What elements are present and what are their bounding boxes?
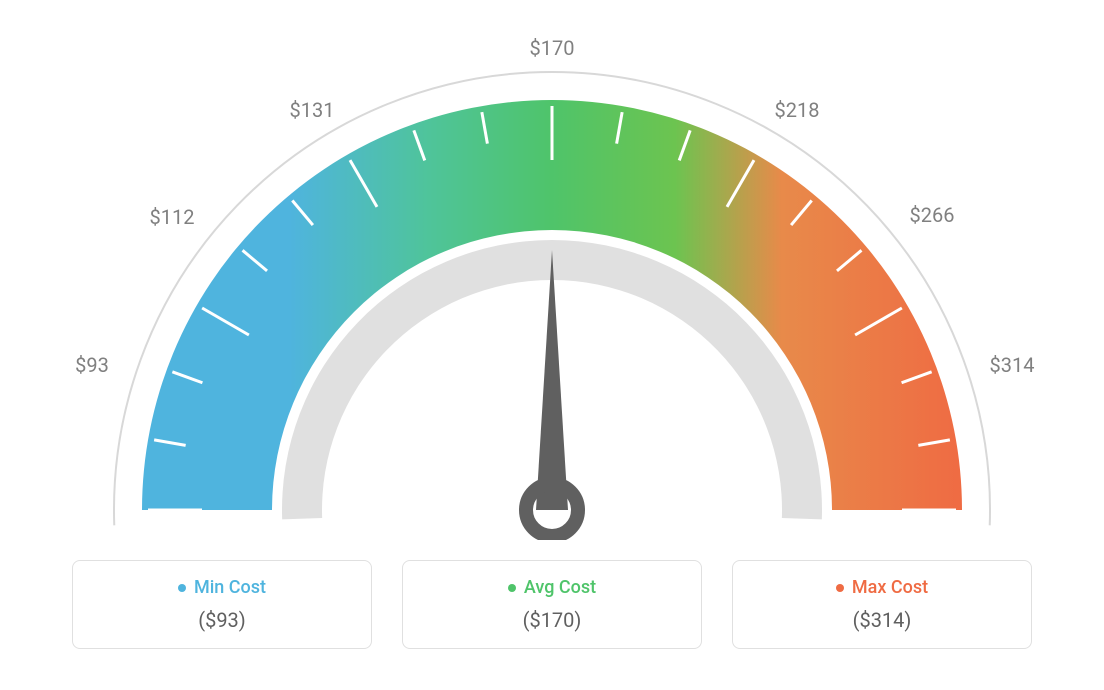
legend-label-row: Min Cost <box>93 577 351 598</box>
legend-value-min: ($93) <box>93 608 351 632</box>
gauge-tick-label: $93 <box>75 353 109 377</box>
legend-label-row: Avg Cost <box>423 577 681 598</box>
gauge-tick-label: $112 <box>150 205 195 229</box>
legend-card-avg: Avg Cost ($170) <box>402 560 702 649</box>
legend-dot-min <box>178 584 186 592</box>
legend-text-avg: Avg Cost <box>524 577 596 598</box>
gauge-tick-label: $266 <box>910 203 955 227</box>
legend-text-max: Max Cost <box>852 577 928 598</box>
gauge-tick-label: $170 <box>530 36 575 60</box>
gauge-tick-label: $131 <box>290 98 335 122</box>
gauge-tick-label: $218 <box>775 98 820 122</box>
legend-card-min: Min Cost ($93) <box>72 560 372 649</box>
legend-dot-avg <box>508 584 516 592</box>
legend-value-avg: ($170) <box>423 608 681 632</box>
gauge-svg <box>22 20 1082 540</box>
legend-dot-max <box>836 584 844 592</box>
legend-value-max: ($314) <box>753 608 1011 632</box>
legend-card-max: Max Cost ($314) <box>732 560 1032 649</box>
gauge-chart: $93 $112 $131 $170 $218 $266 $314 <box>22 20 1082 540</box>
legend-label-row: Max Cost <box>753 577 1011 598</box>
legend-text-min: Min Cost <box>194 577 266 598</box>
gauge-tick-label: $314 <box>990 353 1035 377</box>
legend-row: Min Cost ($93) Avg Cost ($170) Max Cost … <box>72 560 1032 649</box>
